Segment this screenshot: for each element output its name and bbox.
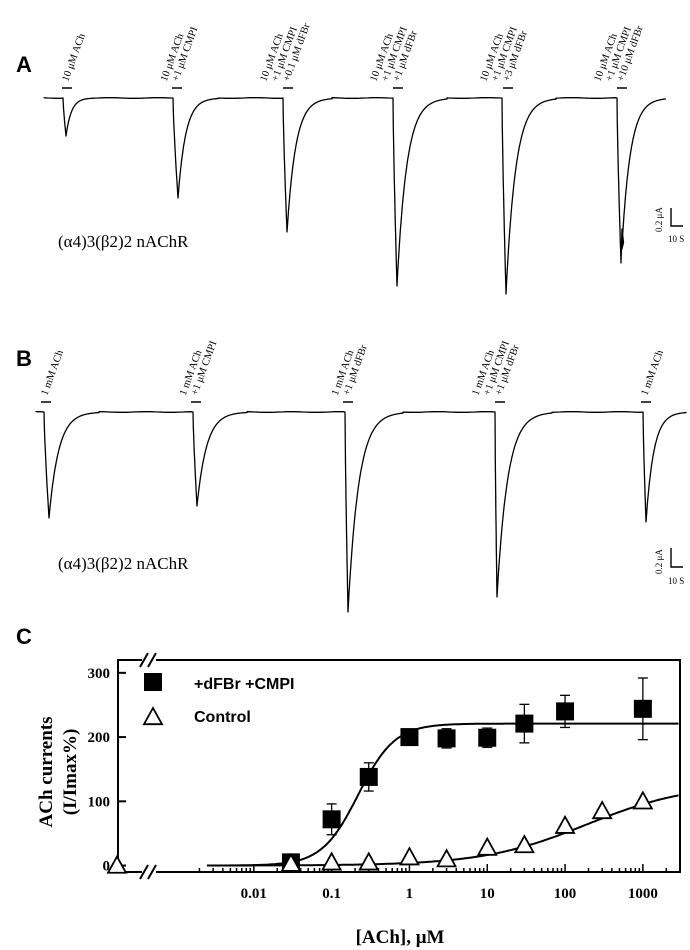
dfbr-cmpi-point: [556, 702, 575, 721]
panel-A-scale-bar: 0.2 μA 10 S: [654, 207, 684, 244]
legend: +dFBr +CMPI Control: [142, 673, 294, 726]
dfbr-cmpi-point: [400, 728, 419, 747]
panel-A-letter: A: [16, 52, 32, 77]
dfbr-cmpi-point: [478, 728, 497, 747]
panel-A-traces: [43, 97, 667, 295]
y-tick-label: 100: [88, 794, 111, 810]
axis-break-slash: [139, 652, 149, 668]
control-point: [476, 836, 498, 856]
x-tick-label: 1000: [628, 886, 658, 902]
axis-break-marks: [139, 652, 157, 880]
panel-B-current-trace: [35, 411, 687, 613]
panel-B-scale-current: 0.2 μA: [654, 549, 664, 574]
fit-curve: [207, 794, 679, 867]
dfbr-cmpi-point: [633, 699, 652, 718]
y-tick-label: 200: [88, 730, 111, 746]
x-tick-label: 0.01: [241, 886, 267, 902]
panel-B-application-label: 1 mM ACh: [39, 348, 66, 397]
control-point: [632, 790, 654, 810]
legend-triangle-marker: [142, 706, 164, 726]
y-axis-title-line2: (I/Imax%): [60, 729, 81, 816]
panel-A-receptor-label: (α4)3(β2)2 nAChR: [58, 232, 189, 251]
y-tick-label: 300: [88, 666, 111, 682]
y-axis: 0 100 200 300: [88, 666, 126, 875]
control-point: [591, 800, 613, 820]
control-point: [513, 834, 535, 854]
x-axis-title: [ACh], μM: [356, 927, 445, 948]
panel-C-chart: 0 100 200 300 0.01 0.1 1 10 100 1000 +dFBr +CMPI…: [36, 652, 681, 948]
panel-A-scale-current: 0.2 μA: [654, 207, 664, 232]
control-point: [554, 814, 576, 834]
panel-A-application-labels: 10 μM ACh 10 μM ACh+1 μM CMPI 10 μM ACh+1 …: [60, 22, 646, 89]
panel-C-letter: C: [16, 624, 32, 649]
panel-A-application-label: 10 μM ACh: [60, 32, 88, 83]
dfbr-cmpi-point: [515, 714, 534, 733]
dfbr-cmpi-point: [322, 810, 341, 829]
dfbr-cmpi-point: [437, 729, 456, 748]
control-point: [280, 852, 302, 872]
control-point: [398, 846, 420, 866]
axis-break-slash: [147, 652, 157, 668]
control-point: [358, 851, 380, 871]
panel-B-scale-bar: 0.2 μA 10 S: [654, 548, 684, 586]
control-point: [436, 848, 458, 868]
control-point: [321, 851, 343, 871]
panel-A-current-trace: [43, 97, 667, 295]
legend-square-marker: [144, 673, 162, 691]
panel-B-traces: [35, 411, 687, 613]
data-points: [106, 677, 654, 874]
y-tick-label: 0: [103, 859, 111, 875]
x-tick-label: 0.1: [322, 886, 341, 902]
axis-break-slash: [139, 864, 149, 880]
y-axis-title-line1: ACh currents: [36, 716, 57, 827]
x-tick-label: 100: [554, 886, 577, 902]
axis-break-slash: [147, 864, 157, 880]
panel-B-letter: B: [16, 346, 32, 371]
x-tick-label: 10: [480, 886, 495, 902]
plot-frame: [117, 659, 681, 873]
panel-A-scale-time: 10 S: [668, 234, 684, 244]
control-point-no-ach: [106, 854, 128, 874]
legend-label-dfbr-cmpi: +dFBr +CMPI: [194, 676, 294, 693]
panel-B-application-label: 1 mM ACh: [639, 348, 666, 397]
x-axis: 0.01 0.1 1 10 100 1000: [198, 864, 681, 902]
panel-B-receptor-label: (α4)3(β2)2 nAChR: [58, 554, 189, 573]
panel-B-application-labels: 1 mM ACh 1 mM ACh+1 μM CMPI 1 mM ACh+1 μM …: [39, 339, 666, 403]
panel-B-scale-time: 10 S: [668, 576, 684, 586]
x-tick-label: 1: [406, 886, 414, 902]
legend-label-control: Control: [194, 709, 251, 726]
dfbr-cmpi-point: [359, 767, 378, 786]
